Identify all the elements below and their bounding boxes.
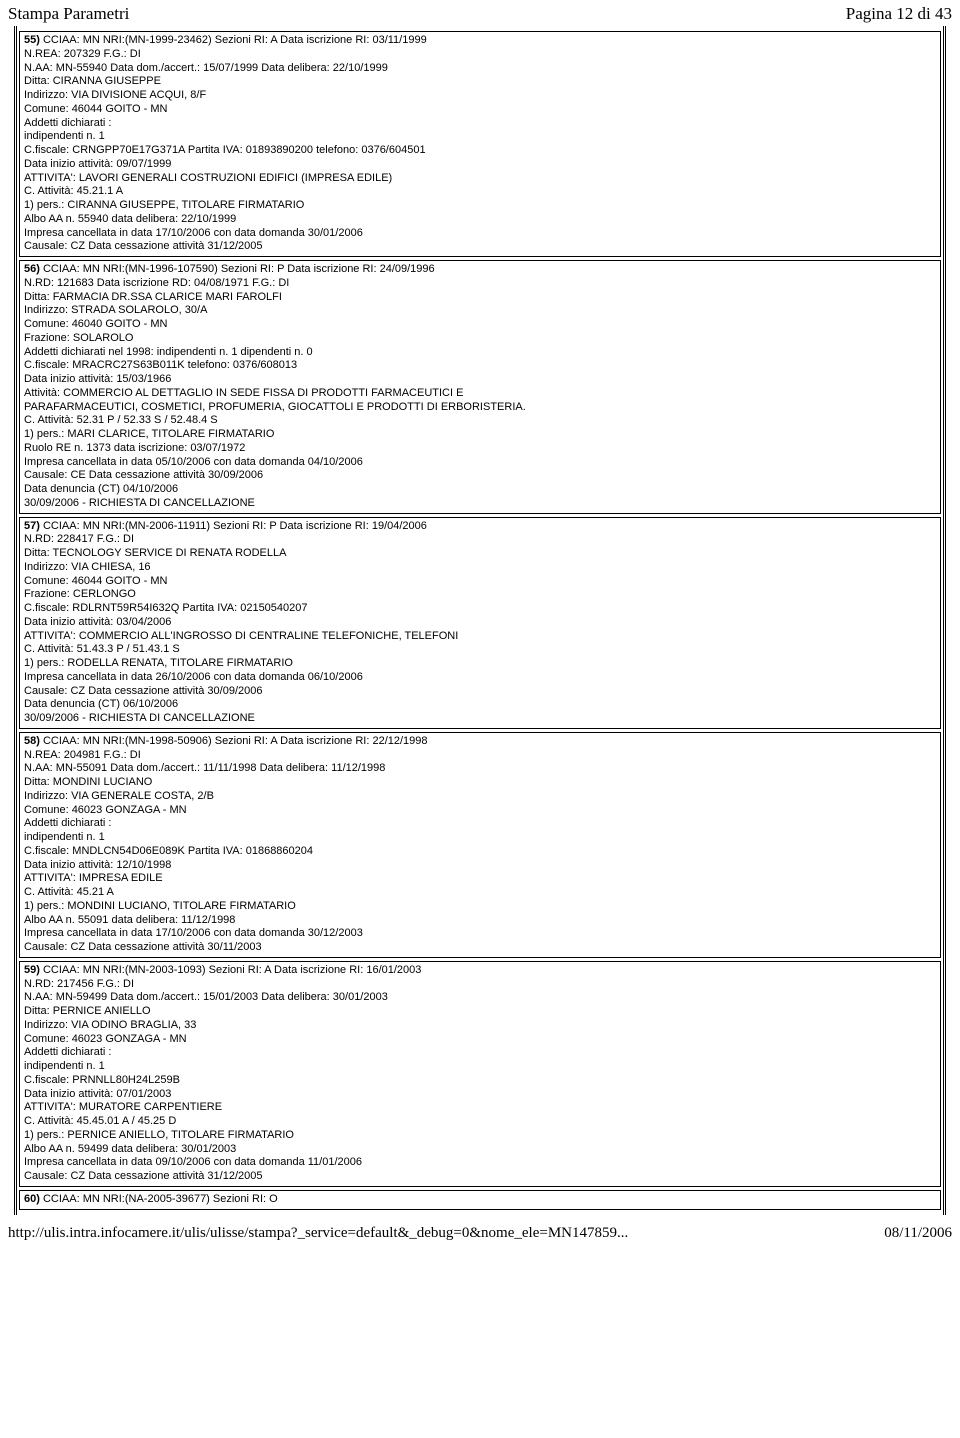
record-line: Indirizzo: VIA DIVISIONE ACQUI, 8/F bbox=[24, 89, 936, 103]
record-line: Attività: COMMERCIO AL DETTAGLIO IN SEDE… bbox=[24, 387, 936, 401]
record-line: Data inizio attività: 03/04/2006 bbox=[24, 616, 936, 630]
record-line: Data inizio attività: 07/01/2003 bbox=[24, 1088, 936, 1102]
page-footer: http://ulis.intra.infocamere.it/ulis/uli… bbox=[0, 1215, 960, 1246]
record-line: Addetti dichiarati : bbox=[24, 1046, 936, 1060]
record-line: Ditta: CIRANNA GIUSEPPE bbox=[24, 75, 936, 89]
record-line: C. Attività: 45.21 A bbox=[24, 886, 936, 900]
record-5: 60) CCIAA: MN NRI:(NA-2005-39677) Sezion… bbox=[19, 1190, 941, 1210]
record-line: Comune: 46023 GONZAGA - MN bbox=[24, 1033, 936, 1047]
record-line: N.AA: MN-55091 Data dom./accert.: 11/11/… bbox=[24, 762, 936, 776]
record-line: Causale: CZ Data cessazione attività 30/… bbox=[24, 685, 936, 699]
record-line: N.REA: 207329 F.G.: DI bbox=[24, 48, 936, 62]
record-line: 58) CCIAA: MN NRI:(MN-1998-50906) Sezion… bbox=[24, 735, 936, 749]
record-line: N.REA: 204981 F.G.: DI bbox=[24, 749, 936, 763]
record-line: Impresa cancellata in data 26/10/2006 co… bbox=[24, 671, 936, 685]
record-line: N.AA: MN-59499 Data dom./accert.: 15/01/… bbox=[24, 991, 936, 1005]
record-line: indipendenti n. 1 bbox=[24, 831, 936, 845]
record-line: 1) pers.: MONDINI LUCIANO, TITOLARE FIRM… bbox=[24, 900, 936, 914]
record-line: N.RD: 217456 F.G.: DI bbox=[24, 978, 936, 992]
record-line: C.fiscale: MNDLCN54D06E089K Partita IVA:… bbox=[24, 845, 936, 859]
record-line: Impresa cancellata in data 17/10/2006 co… bbox=[24, 927, 936, 941]
record-line: Addetti dichiarati : bbox=[24, 817, 936, 831]
record-line: 59) CCIAA: MN NRI:(MN-2003-1093) Sezioni… bbox=[24, 964, 936, 978]
record-line: 1) pers.: PERNICE ANIELLO, TITOLARE FIRM… bbox=[24, 1129, 936, 1143]
record-line: ATTIVITA': COMMERCIO ALL'INGROSSO DI CEN… bbox=[24, 630, 936, 644]
record-line: Ditta: TECNOLOGY SERVICE DI RENATA RODEL… bbox=[24, 547, 936, 561]
record-line: Frazione: SOLAROLO bbox=[24, 332, 936, 346]
record-line: Causale: CZ Data cessazione attività 31/… bbox=[24, 240, 936, 254]
record-line: C.fiscale: PRNNLL80H24L259B bbox=[24, 1074, 936, 1088]
content-area: 55) CCIAA: MN NRI:(MN-1999-23462) Sezion… bbox=[0, 26, 960, 1215]
record-line: Ruolo RE n. 1373 data iscrizione: 03/07/… bbox=[24, 442, 936, 456]
record-line: N.RD: 121683 Data iscrizione RD: 04/08/1… bbox=[24, 277, 936, 291]
record-line: Indirizzo: VIA ODINO BRAGLIA, 33 bbox=[24, 1019, 936, 1033]
record-line: C. Attività: 45.21.1 A bbox=[24, 185, 936, 199]
outer-frame: 55) CCIAA: MN NRI:(MN-1999-23462) Sezion… bbox=[14, 26, 946, 1215]
record-4: 59) CCIAA: MN NRI:(MN-2003-1093) Sezioni… bbox=[19, 961, 941, 1187]
record-line: Causale: CE Data cessazione attività 30/… bbox=[24, 469, 936, 483]
record-line: 1) pers.: MARI CLARICE, TITOLARE FIRMATA… bbox=[24, 428, 936, 442]
record-line: Causale: CZ Data cessazione attività 31/… bbox=[24, 1170, 936, 1184]
record-line: C.fiscale: CRNGPP70E17G371A Partita IVA:… bbox=[24, 144, 936, 158]
record-line: C. Attività: 52.31 P / 52.33 S / 52.48.4… bbox=[24, 414, 936, 428]
record-line: Albo AA n. 59499 data delibera: 30/01/20… bbox=[24, 1143, 936, 1157]
record-line: 57) CCIAA: MN NRI:(MN-2006-11911) Sezion… bbox=[24, 520, 936, 534]
record-line: 56) CCIAA: MN NRI:(MN-1996-107590) Sezio… bbox=[24, 263, 936, 277]
footer-url: http://ulis.intra.infocamere.it/ulis/uli… bbox=[8, 1225, 628, 1242]
header-left: Stampa Parametri bbox=[8, 4, 129, 24]
record-line: Frazione: CERLONGO bbox=[24, 588, 936, 602]
record-line: 60) CCIAA: MN NRI:(NA-2005-39677) Sezion… bbox=[24, 1193, 936, 1207]
footer-date: 08/11/2006 bbox=[884, 1225, 952, 1242]
record-line: Impresa cancellata in data 05/10/2006 co… bbox=[24, 456, 936, 470]
record-1: 56) CCIAA: MN NRI:(MN-1996-107590) Sezio… bbox=[19, 260, 941, 514]
record-line: Indirizzo: VIA GENERALE COSTA, 2/B bbox=[24, 790, 936, 804]
record-line: ATTIVITA': MURATORE CARPENTIERE bbox=[24, 1101, 936, 1115]
record-line: indipendenti n. 1 bbox=[24, 1060, 936, 1074]
record-line: Ditta: FARMACIA DR.SSA CLARICE MARI FARO… bbox=[24, 291, 936, 305]
header-right: Pagina 12 di 43 bbox=[846, 4, 952, 24]
record-line: Data inizio attività: 09/07/1999 bbox=[24, 158, 936, 172]
record-line: Ditta: MONDINI LUCIANO bbox=[24, 776, 936, 790]
record-line: 55) CCIAA: MN NRI:(MN-1999-23462) Sezion… bbox=[24, 34, 936, 48]
record-line: C.fiscale: RDLRNT59R54I632Q Partita IVA:… bbox=[24, 602, 936, 616]
record-line: Indirizzo: VIA CHIESA, 16 bbox=[24, 561, 936, 575]
record-line: Causale: CZ Data cessazione attività 30/… bbox=[24, 941, 936, 955]
record-line: Ditta: PERNICE ANIELLO bbox=[24, 1005, 936, 1019]
record-line: ATTIVITA': LAVORI GENERALI COSTRUZIONI E… bbox=[24, 172, 936, 186]
record-line: Data denuncia (CT) 06/10/2006 bbox=[24, 698, 936, 712]
record-line: PARAFARMACEUTICI, COSMETICI, PROFUMERIA,… bbox=[24, 401, 936, 415]
record-line: 1) pers.: RODELLA RENATA, TITOLARE FIRMA… bbox=[24, 657, 936, 671]
record-0: 55) CCIAA: MN NRI:(MN-1999-23462) Sezion… bbox=[19, 31, 941, 257]
record-line: Data inizio attività: 15/03/1966 bbox=[24, 373, 936, 387]
record-line: Albo AA n. 55091 data delibera: 11/12/19… bbox=[24, 914, 936, 928]
record-line: N.AA: MN-55940 Data dom./accert.: 15/07/… bbox=[24, 62, 936, 76]
record-line: indipendenti n. 1 bbox=[24, 130, 936, 144]
record-line: 30/09/2006 - RICHIESTA DI CANCELLAZIONE bbox=[24, 497, 936, 511]
record-line: Indirizzo: STRADA SOLAROLO, 30/A bbox=[24, 304, 936, 318]
record-line: Addetti dichiarati nel 1998: indipendent… bbox=[24, 346, 936, 360]
record-line: Data inizio attività: 12/10/1998 bbox=[24, 859, 936, 873]
record-line: Comune: 46044 GOITO - MN bbox=[24, 103, 936, 117]
record-line: Impresa cancellata in data 09/10/2006 co… bbox=[24, 1156, 936, 1170]
record-line: N.RD: 228417 F.G.: DI bbox=[24, 533, 936, 547]
page-header: Stampa Parametri Pagina 12 di 43 bbox=[0, 0, 960, 26]
record-line: ATTIVITA': IMPRESA EDILE bbox=[24, 872, 936, 886]
record-line: Comune: 46044 GOITO - MN bbox=[24, 575, 936, 589]
record-line: C.fiscale: MRACRC27S63B011K telefono: 03… bbox=[24, 359, 936, 373]
record-line: Impresa cancellata in data 17/10/2006 co… bbox=[24, 227, 936, 241]
record-3: 58) CCIAA: MN NRI:(MN-1998-50906) Sezion… bbox=[19, 732, 941, 958]
record-line: C. Attività: 45.45.01 A / 45.25 D bbox=[24, 1115, 936, 1129]
record-line: Comune: 46040 GOITO - MN bbox=[24, 318, 936, 332]
record-line: 1) pers.: CIRANNA GIUSEPPE, TITOLARE FIR… bbox=[24, 199, 936, 213]
record-line: 30/09/2006 - RICHIESTA DI CANCELLAZIONE bbox=[24, 712, 936, 726]
record-line: C. Attività: 51.43.3 P / 51.43.1 S bbox=[24, 643, 936, 657]
record-2: 57) CCIAA: MN NRI:(MN-2006-11911) Sezion… bbox=[19, 517, 941, 729]
record-line: Addetti dichiarati : bbox=[24, 117, 936, 131]
record-line: Albo AA n. 55940 data delibera: 22/10/19… bbox=[24, 213, 936, 227]
record-line: Comune: 46023 GONZAGA - MN bbox=[24, 804, 936, 818]
record-line: Data denuncia (CT) 04/10/2006 bbox=[24, 483, 936, 497]
